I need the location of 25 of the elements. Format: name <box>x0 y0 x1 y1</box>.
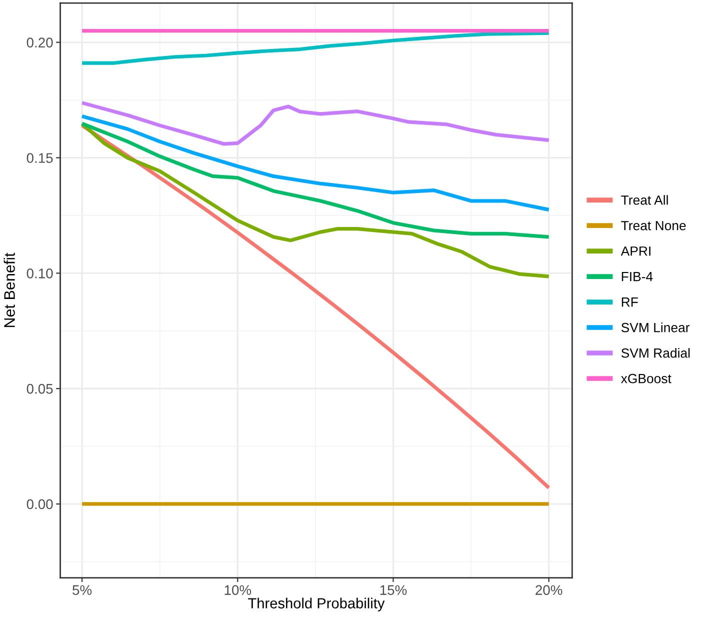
x-axis-title: Threshold Probability <box>248 598 385 612</box>
y-tick-label: 0.10 <box>26 268 53 278</box>
legend-label: xGBoost <box>620 374 672 384</box>
x-tick-label: 20% <box>536 585 562 595</box>
x-tick-label: 5% <box>72 585 92 595</box>
legend-label: Treat All <box>621 195 668 205</box>
legend-label: SVM Radial <box>621 348 690 358</box>
line-series <box>80 122 551 239</box>
y-axis-title: Net Benefit <box>4 252 15 328</box>
legend-label: FIB-4 <box>622 272 653 282</box>
line-series <box>80 114 551 212</box>
legend-label: RF <box>622 298 638 307</box>
y-tick-label: 0.20 <box>26 38 53 48</box>
y-tick-label: 0.15 <box>26 153 53 163</box>
x-tick-label: 15% <box>380 585 407 595</box>
legend-label: APRI <box>620 246 650 256</box>
x-tick-label: 10% <box>224 585 252 595</box>
line-series <box>80 101 551 146</box>
y-tick-label: 0.00 <box>26 499 53 510</box>
line-series <box>80 122 551 278</box>
line-series <box>80 31 551 65</box>
legend-label: Treat None <box>621 221 686 230</box>
y-tick-label: 0.05 <box>26 384 53 394</box>
line-series <box>80 124 551 490</box>
legend-label: SVM Linear <box>621 322 690 332</box>
